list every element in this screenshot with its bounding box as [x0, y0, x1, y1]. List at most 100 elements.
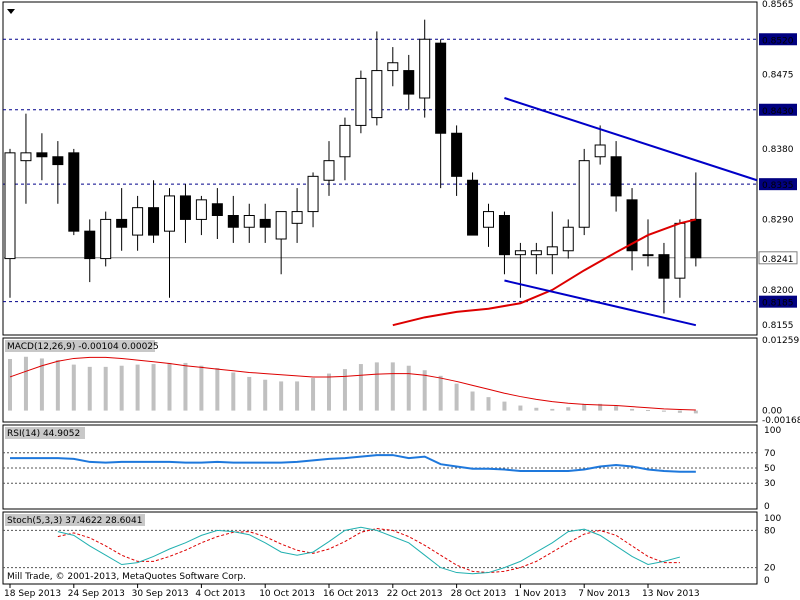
- trendline: [504, 97, 758, 182]
- stoch-tick-label: 0: [764, 576, 770, 586]
- candle-body: [514, 250, 526, 256]
- stoch-layer: [3, 526, 757, 575]
- candle-body: [211, 203, 223, 216]
- rsi-tick-label: 70: [764, 449, 776, 459]
- macd-histogram-bar: [279, 381, 284, 411]
- x-tick-label: 1 Nov 2013: [514, 589, 566, 599]
- macd-histogram-bar: [358, 364, 363, 411]
- candle-body: [626, 199, 638, 252]
- macd-histogram-bar: [486, 397, 491, 411]
- macd-histogram-bar: [438, 375, 443, 411]
- macd-histogram-bar: [614, 406, 619, 411]
- candle-body: [642, 254, 654, 257]
- macd-signal-line: [9, 356, 696, 411]
- candle-body: [562, 226, 574, 252]
- current-price-label: 0.8241: [762, 255, 794, 265]
- rsi-panel[interactable]: [2, 424, 758, 510]
- macd-histogram-bar: [151, 364, 156, 411]
- macd-histogram-bar: [263, 379, 268, 411]
- stoch-tick-label: 100: [764, 514, 781, 524]
- macd-tick-label: 0.01259: [762, 336, 799, 346]
- level-label: 0.8185: [762, 299, 794, 309]
- macd-histogram-bar: [327, 373, 331, 411]
- level-label-box: [759, 178, 797, 191]
- macd-histogram-bar: [215, 367, 220, 411]
- price-tick-label: 0.8565: [762, 0, 794, 10]
- x-tick-label: 4 Oct 2013: [195, 589, 245, 599]
- candle-body: [483, 211, 494, 228]
- level-label-box: [759, 33, 797, 46]
- macd-histogram-bar: [518, 405, 523, 411]
- macd-histogram-bar: [390, 362, 395, 411]
- candle-body: [195, 199, 207, 220]
- candle-body: [387, 62, 399, 72]
- stoch-tick-label: 80: [764, 526, 776, 536]
- candle-body: [546, 246, 558, 256]
- axis-layer: 0.8565 0.8475 0.8380 0.8290 0.8200 0.8155 0.85…: [4, 0, 800, 599]
- candle-body: [100, 218, 112, 260]
- x-tick-label: 28 Oct 2013: [451, 589, 507, 599]
- price-tick-label: 0.8380: [762, 145, 794, 155]
- chart-menu-icon[interactable]: [7, 9, 15, 14]
- candle-body: [307, 175, 319, 213]
- macd-histogram-bar: [71, 364, 76, 411]
- candle-body: [594, 144, 606, 158]
- macd-histogram-bar: [454, 383, 459, 411]
- candle-body: [291, 211, 303, 224]
- candle-body: [4, 152, 16, 260]
- rsi-tick-label: 0: [764, 502, 770, 512]
- candle-body: [36, 152, 48, 158]
- candle-body: [355, 77, 367, 126]
- candle-body: [578, 160, 590, 228]
- macd-histogram-bar: [231, 372, 236, 411]
- candle-body: [371, 70, 383, 119]
- level-label-box: [759, 103, 797, 116]
- macd-histogram-bar: [39, 358, 44, 411]
- macd-histogram-bar: [406, 365, 411, 411]
- x-tick-label: 18 Sep 2013: [4, 589, 61, 599]
- macd-histogram-bar: [693, 410, 698, 414]
- stoch-signal-line: [57, 528, 680, 574]
- rsi-layer: [3, 452, 757, 484]
- stoch-tick-label: 20: [764, 564, 776, 574]
- level-label: 0.8520: [762, 36, 794, 46]
- macd-histogram-bar: [103, 366, 108, 411]
- macd-histogram-bar: [470, 391, 475, 411]
- price-tick-label: 0.8290: [762, 215, 794, 225]
- macd-histogram-bar: [247, 376, 252, 411]
- candle-body: [610, 156, 622, 197]
- macd-layer: [8, 356, 698, 414]
- macd-title: MACD(12,26,9) -0.00104 0.00025: [7, 342, 159, 352]
- macd-tick-label: -0.00168: [762, 416, 800, 426]
- candle-body: [690, 218, 702, 259]
- x-tick-label: 13 Nov 2013: [642, 589, 700, 599]
- price-tick-label: 0.8155: [762, 321, 794, 331]
- rsi-tick-label: 100: [764, 426, 781, 436]
- macd-histogram-bar: [8, 359, 12, 411]
- macd-histogram-bar: [566, 407, 571, 411]
- candle-body: [498, 215, 510, 256]
- macd-histogram-bar: [677, 410, 682, 413]
- candle-body: [275, 211, 287, 240]
- macd-histogram-bar: [87, 366, 92, 411]
- macd-histogram-bar: [502, 401, 507, 411]
- candle-body: [403, 70, 415, 95]
- level-label-box: [759, 295, 797, 308]
- macd-histogram-bar: [342, 369, 347, 411]
- macd-histogram-bar: [295, 381, 300, 411]
- candle-body: [68, 152, 80, 232]
- stoch-main-line: [57, 526, 681, 575]
- macd-histogram-bar: [183, 362, 188, 411]
- rsi-tick-label: 50: [764, 464, 776, 474]
- macd-histogram-bar: [135, 364, 140, 411]
- candle-body: [164, 195, 175, 232]
- price-panel[interactable]: [2, 1, 758, 336]
- macd-histogram-bar: [374, 362, 379, 411]
- footer-copyright: Mill Trade, © 2001-2013, MetaQuotes Soft…: [7, 572, 246, 582]
- moving-average-line: [392, 218, 697, 327]
- macd-histogram-bar: [630, 408, 635, 411]
- macd-histogram-bar: [23, 356, 28, 411]
- macd-histogram-bar: [661, 410, 666, 412]
- candle-body: [52, 156, 64, 166]
- candle-body: [227, 215, 239, 228]
